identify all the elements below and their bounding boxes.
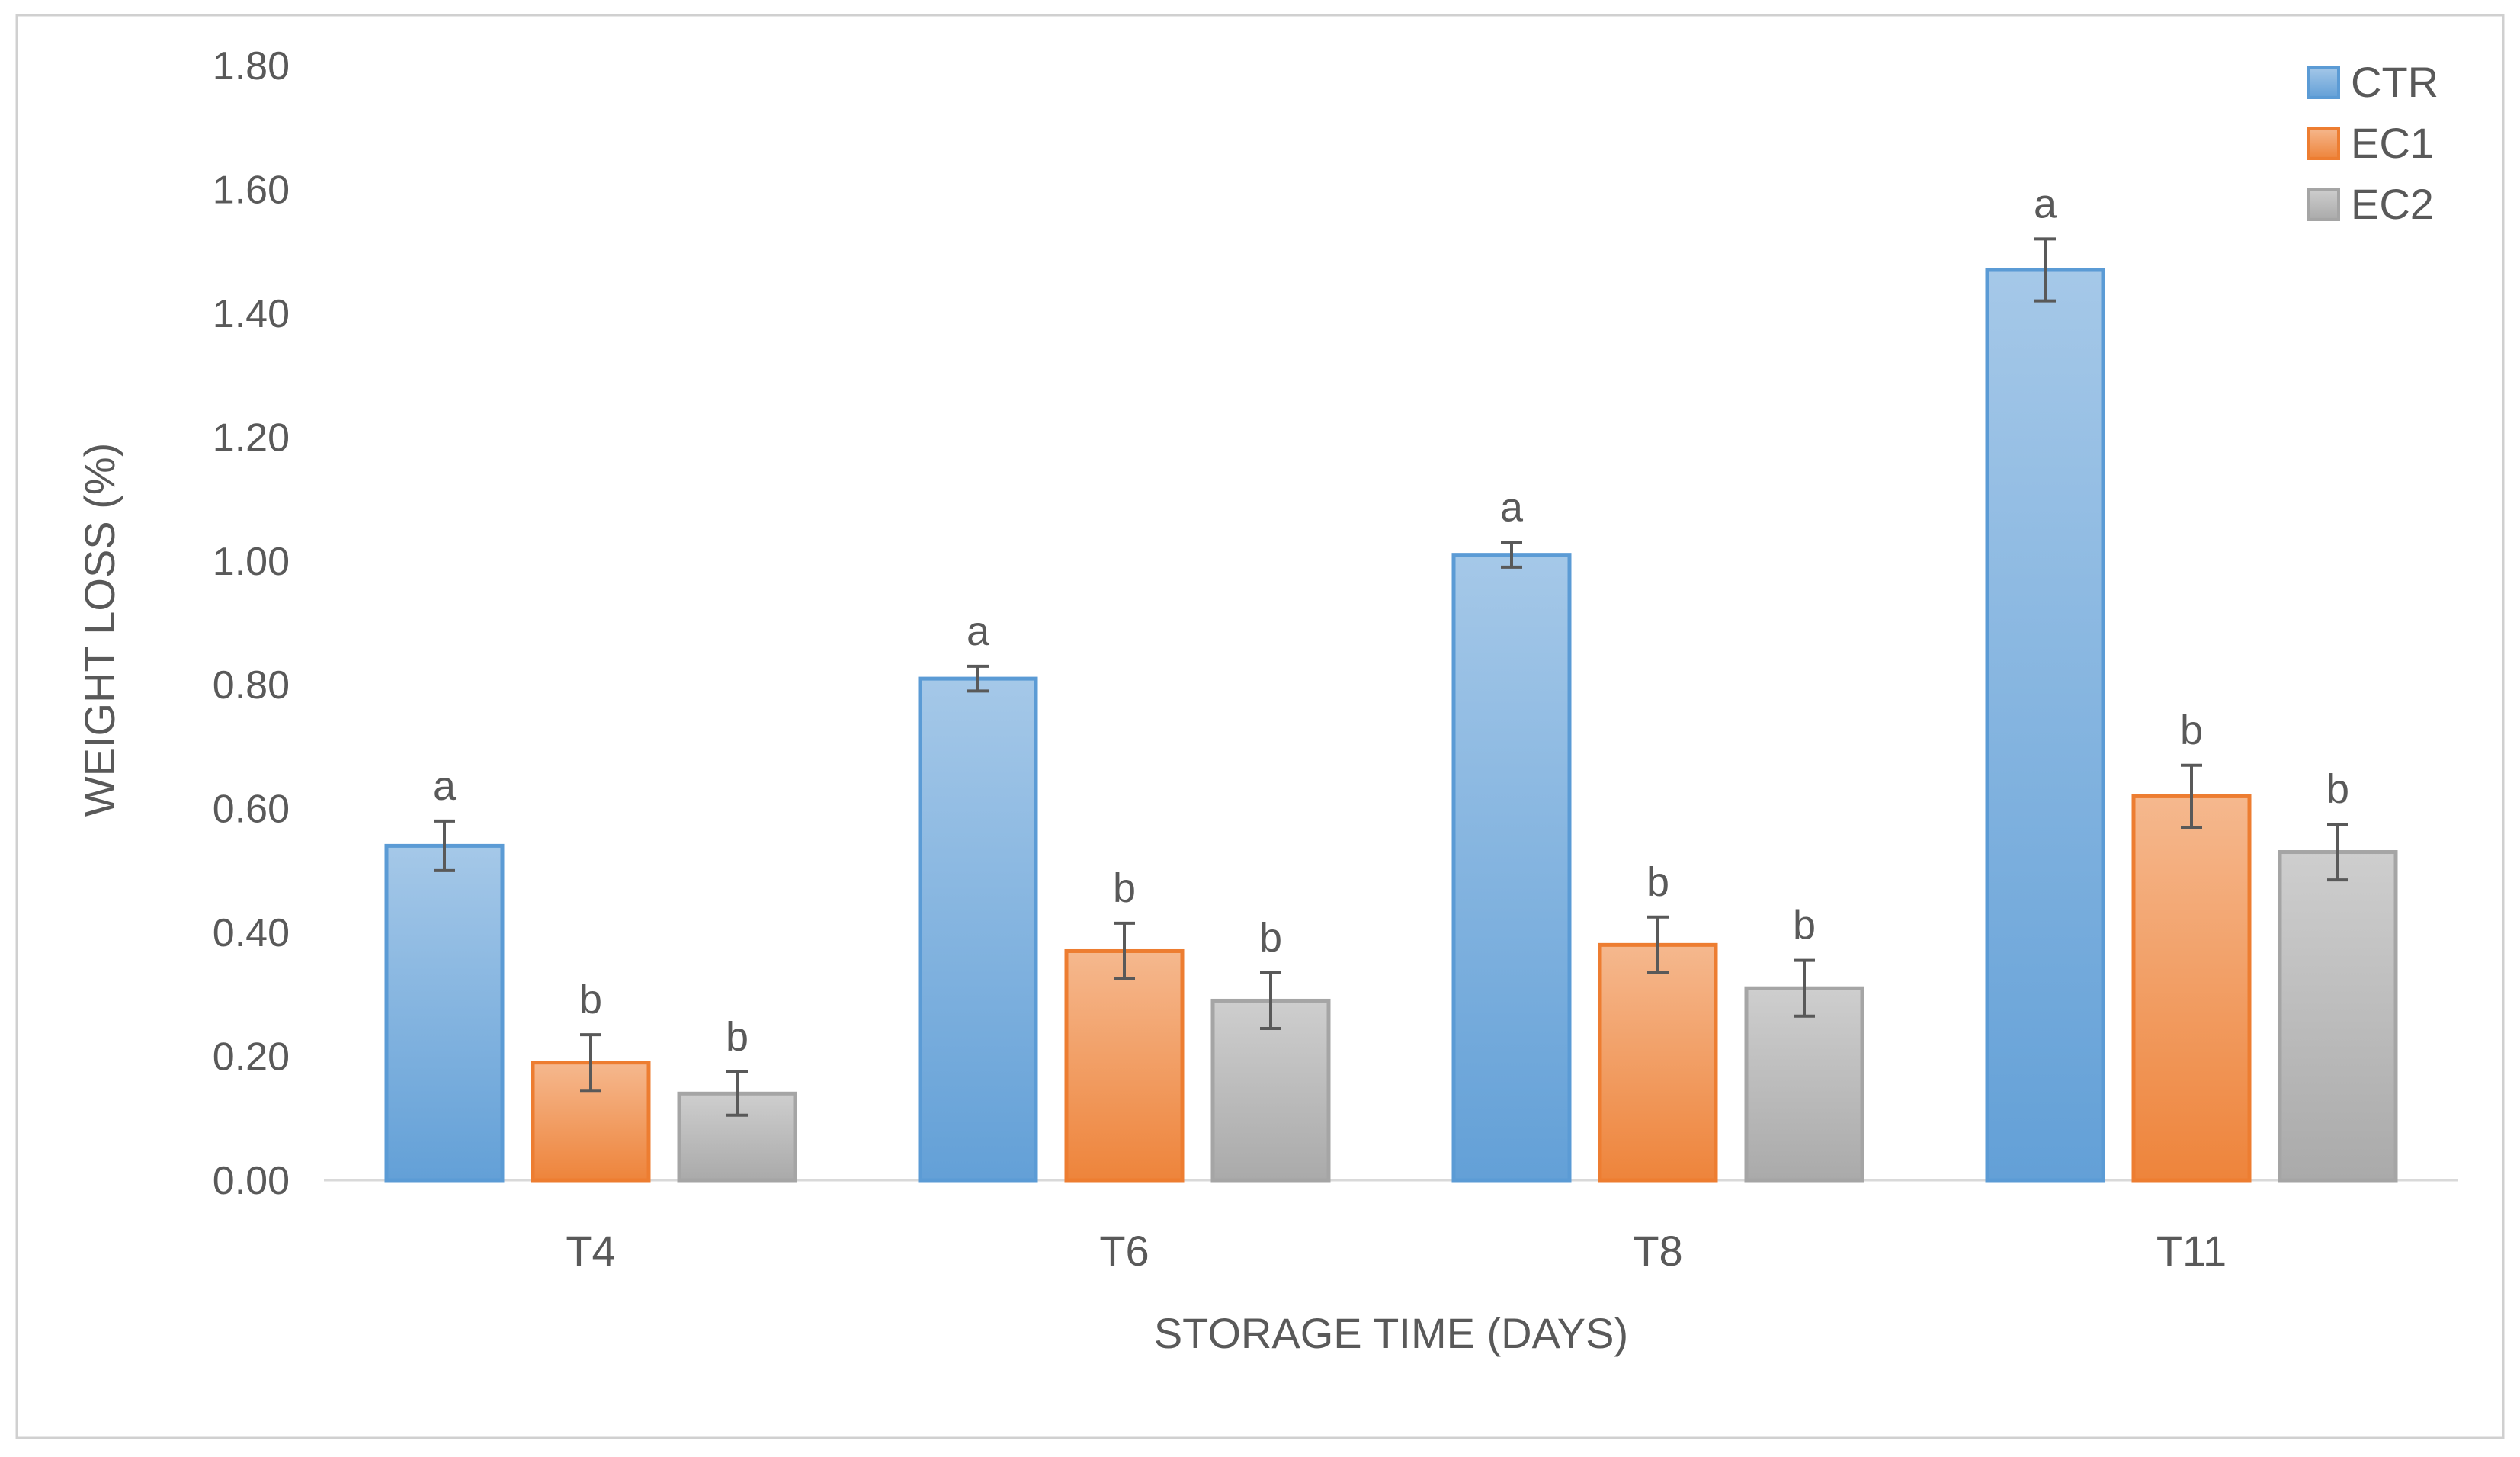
bar-ec1-t8 <box>1598 942 1718 1183</box>
bar-ec2-t6 <box>1210 998 1331 1183</box>
significance-label: b <box>1793 903 1816 948</box>
legend-label-ec2: EC2 <box>2351 180 2434 228</box>
bars-group: a b b a b b a b b a b b <box>384 181 2398 1183</box>
error-bar <box>580 1033 601 1093</box>
y-axis-title: WEIGHT LOSS (%) <box>75 443 123 817</box>
x-axis-title: STORAGE TIME (DAYS) <box>1154 1309 1628 1357</box>
significance-label: a <box>433 763 457 809</box>
y-tick-label: 0.60 <box>213 788 290 832</box>
error-bar <box>1260 971 1281 1031</box>
x-tick-label: T8 <box>1633 1227 1682 1275</box>
x-tick-label: T11 <box>2156 1227 2227 1275</box>
error-bar <box>434 819 455 872</box>
y-axis: 0.00 0.20 0.40 0.60 0.80 1.00 1.20 1.40 1.60 1.80 <box>213 44 290 1203</box>
y-tick-label: 0.00 <box>213 1159 290 1203</box>
y-tick-label: 1.40 <box>213 292 290 336</box>
x-axis-categories: T4 T6 T8 T11 <box>566 1227 2227 1275</box>
significance-label: b <box>1259 915 1282 961</box>
error-bar <box>2327 822 2348 882</box>
error-bar <box>1647 915 1669 974</box>
significance-label: b <box>579 977 602 1022</box>
significance-label: a <box>1500 484 1524 530</box>
y-tick-label: 0.40 <box>213 911 290 955</box>
error-bar <box>2181 763 2202 830</box>
significance-label: b <box>1646 859 1669 905</box>
bar-ctr-t4 <box>384 843 505 1183</box>
y-tick-label: 1.00 <box>213 540 290 584</box>
significance-label: b <box>1113 865 1136 911</box>
bar-ec1-t11 <box>2131 794 2252 1183</box>
significance-label: a <box>967 608 990 654</box>
significance-label: b <box>726 1014 749 1060</box>
error-bar <box>967 664 989 693</box>
legend-label-ec1: EC1 <box>2351 119 2434 167</box>
error-bar <box>1501 541 1522 569</box>
y-tick-label: 0.80 <box>213 663 290 708</box>
legend: CTR EC1 EC2 <box>2307 58 2438 228</box>
y-tick-label: 1.20 <box>213 416 290 460</box>
legend-swatch-ctr <box>2307 66 2340 99</box>
error-bar <box>726 1070 748 1117</box>
bar-ec1-t6 <box>1064 948 1185 1183</box>
y-tick-label: 0.20 <box>213 1035 290 1080</box>
y-tick-label: 1.60 <box>213 168 290 212</box>
significance-label: b <box>2326 766 2349 812</box>
chart-border <box>15 14 2505 1439</box>
legend-label-ctr: CTR <box>2351 58 2438 106</box>
bar-ctr-t6 <box>918 676 1038 1183</box>
x-tick-label: T4 <box>566 1227 615 1275</box>
error-bar <box>1794 958 1815 1018</box>
significance-label: a <box>2034 181 2057 226</box>
bar-ctr-t11 <box>1985 268 2105 1183</box>
error-bar <box>1114 921 1135 981</box>
legend-swatch-ec1 <box>2307 127 2340 160</box>
legend-swatch-ec2 <box>2307 188 2340 221</box>
y-tick-label: 1.80 <box>213 44 290 88</box>
bar-ec2-t11 <box>2278 850 2398 1183</box>
bar-ctr-t8 <box>1451 553 1572 1183</box>
bar-ec2-t8 <box>1744 986 1864 1183</box>
error-bar <box>2034 237 2056 303</box>
significance-label: b <box>2180 708 2203 753</box>
x-tick-label: T6 <box>1099 1227 1149 1275</box>
